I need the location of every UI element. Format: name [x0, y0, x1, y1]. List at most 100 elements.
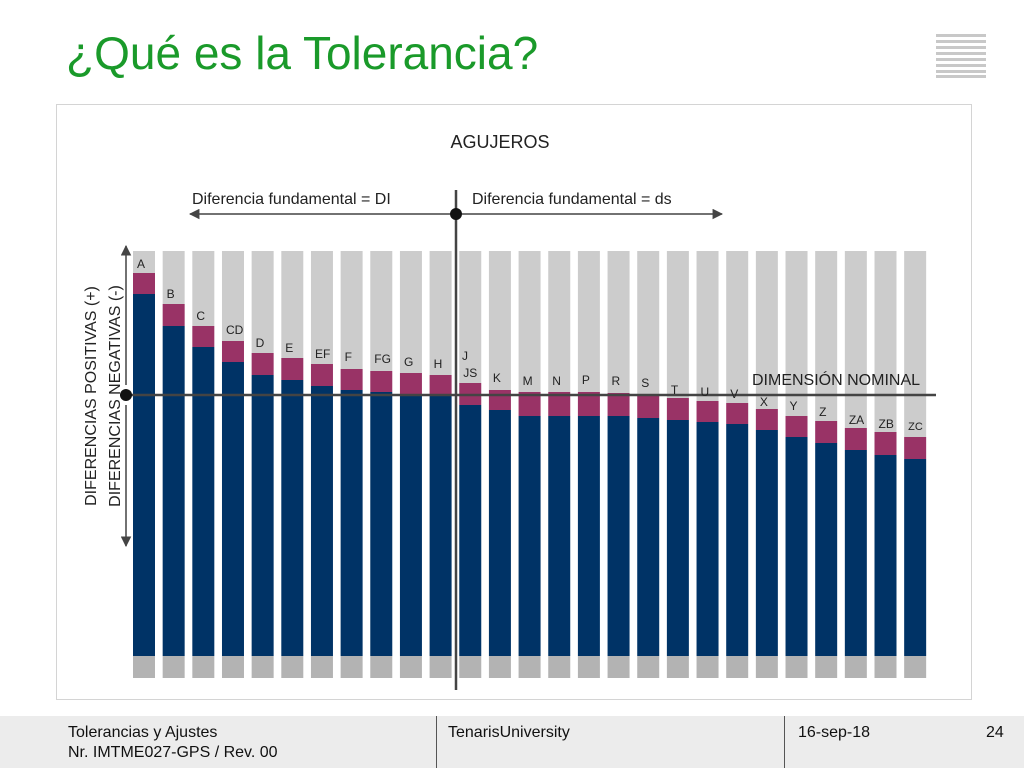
bar-foot — [874, 656, 897, 678]
bar-foot — [221, 656, 244, 678]
deviation-letter: K — [493, 371, 501, 385]
bar-background — [251, 251, 274, 353]
deviation-letter: FG — [374, 352, 391, 366]
bar-background — [459, 251, 482, 383]
tolerance-zone — [904, 437, 927, 459]
bar-foot — [518, 656, 541, 678]
tolerance-zone — [548, 392, 571, 416]
deviation-letter: V — [730, 387, 738, 401]
bar-base — [281, 380, 304, 656]
bar-background — [281, 251, 304, 358]
tolerance-zone — [874, 432, 897, 455]
bar-background — [221, 251, 244, 341]
deviation-letter: ZB — [879, 417, 894, 431]
bar-base — [518, 416, 541, 656]
bar-base — [696, 422, 719, 656]
tolerance-zone — [192, 326, 215, 347]
footer-page-number: 24 — [986, 724, 1004, 741]
bar-base — [785, 437, 808, 656]
bar-base — [726, 424, 749, 656]
tolerance-zone — [488, 390, 511, 410]
bar-base — [815, 443, 838, 656]
deviation-letter: Z — [819, 405, 826, 419]
bar-base — [162, 326, 185, 656]
bar-foot — [666, 656, 689, 678]
tolerance-zone — [370, 371, 393, 392]
tolerance-zone — [221, 341, 244, 362]
tolerance-zone — [310, 364, 333, 386]
deviation-letter: S — [641, 376, 649, 390]
deviation-letter: H — [434, 357, 443, 371]
bar-foot — [755, 656, 778, 678]
j-label: J — [462, 349, 468, 363]
deviation-letter: B — [167, 287, 175, 301]
tolerance-zone — [399, 373, 422, 394]
tolerance-position-diagram: AGUJEROS Diferencia fundamental = DI Dif… — [83, 132, 936, 690]
bar-background — [726, 251, 749, 403]
bar-background — [666, 251, 689, 398]
bar-foot — [785, 656, 808, 678]
tolerance-zone — [518, 392, 541, 416]
bar-background — [192, 251, 215, 326]
tolerance-zone — [607, 393, 630, 416]
tolerance-zone — [281, 358, 304, 380]
tolerance-zone — [844, 428, 867, 450]
bar-base — [607, 416, 630, 656]
bar-base — [488, 410, 511, 656]
deviation-letter: U — [701, 385, 710, 399]
tolerance-zone — [162, 304, 185, 326]
bar-foot — [607, 656, 630, 678]
bar-foot — [815, 656, 838, 678]
deviation-letter: ZC — [908, 421, 923, 433]
bar-base — [904, 459, 927, 656]
deviation-letter: N — [552, 374, 561, 388]
footer: Tolerancias y Ajustes Nr. IMTME027-GPS /… — [0, 716, 1024, 768]
tolerance-zone — [251, 353, 274, 375]
bar-base — [340, 390, 363, 656]
tolerance-zone — [429, 375, 452, 395]
deviation-letter: JS — [463, 366, 477, 380]
slide-title: ¿Qué es la Tolerancia? — [66, 27, 539, 79]
bar-foot — [281, 656, 304, 678]
bar-base — [370, 392, 393, 656]
deviation-letter: EF — [315, 347, 330, 361]
deviation-letter: T — [671, 383, 679, 397]
bar-background — [548, 251, 571, 392]
footer-course: Tolerancias y Ajustes — [68, 724, 218, 741]
bar-base — [844, 450, 867, 656]
deviation-letter: ZA — [849, 413, 864, 427]
bar-base — [666, 420, 689, 656]
bar-foot — [726, 656, 749, 678]
bar-background — [133, 251, 155, 273]
tolerance-zone — [666, 398, 689, 420]
footer-divider — [436, 716, 437, 768]
deviation-letter: X — [760, 395, 768, 409]
bar-background — [518, 251, 541, 392]
bar-foot — [696, 656, 719, 678]
tolerance-zone — [577, 392, 600, 416]
bar-foot — [488, 656, 511, 678]
footer-doc-number: Nr. IMTME027-GPS / Rev. 00 — [68, 744, 278, 761]
diagram-heading: AGUJEROS — [450, 132, 549, 152]
bar-foot — [459, 656, 482, 678]
deviation-letter: D — [256, 336, 265, 350]
deviation-letter: Y — [790, 399, 798, 413]
bar-background — [815, 251, 838, 421]
bar-background — [874, 251, 897, 432]
bar-base — [874, 455, 897, 656]
bar-foot — [251, 656, 274, 678]
bar-background — [340, 251, 363, 369]
bar-foot — [162, 656, 185, 678]
deviation-letter: P — [582, 373, 590, 387]
right-label: Diferencia fundamental = ds — [472, 191, 672, 208]
bar-foot — [844, 656, 867, 678]
deviation-letter: R — [612, 374, 621, 388]
tolerance-zone — [785, 416, 808, 437]
tolerance-zone — [696, 401, 719, 422]
tolerance-zone — [815, 421, 838, 443]
bar-foot — [133, 656, 155, 678]
bar-background — [429, 251, 452, 375]
bar-foot — [370, 656, 393, 678]
bar-background — [696, 251, 719, 401]
bar-background — [370, 251, 393, 371]
